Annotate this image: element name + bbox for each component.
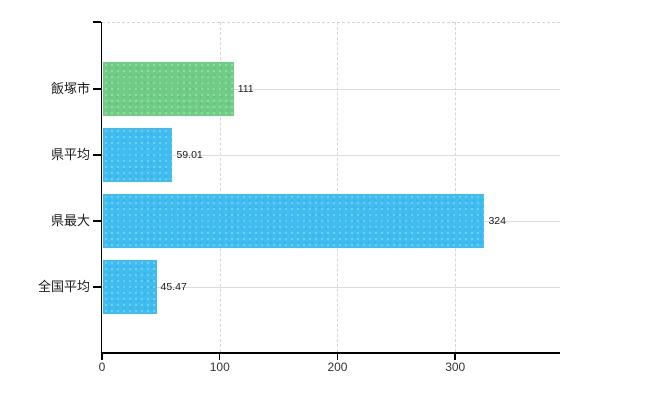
x-axis-tick [336, 353, 339, 360]
gridline-horizontal [102, 287, 560, 288]
y-axis-tick [92, 88, 101, 90]
category-label: 県平均 [50, 147, 90, 162]
bar-value-label: 111 [237, 82, 254, 95]
gridline-horizontal [102, 89, 560, 90]
category-bar [103, 260, 157, 314]
y-axis-tick [92, 154, 101, 156]
plot-area: 111 59.01 324 45.47 [102, 22, 560, 352]
category-bar [103, 128, 173, 182]
x-axis-tick-label: 0 [98, 359, 106, 374]
x-axis-tick-label: 100 [209, 359, 230, 374]
bar-value-label: 59.01 [176, 148, 203, 161]
category-label: 全国平均 [37, 279, 90, 294]
y-axis-tick [92, 286, 101, 288]
y-axis-tick [92, 220, 101, 222]
y-axis-line [100, 22, 102, 354]
x-axis-tick [218, 353, 221, 360]
bar-value-label: 45.47 [160, 280, 187, 293]
gridline-horizontal [102, 155, 560, 156]
x-axis-tick [101, 353, 103, 360]
category-label: 飯塚市 [50, 81, 90, 96]
x-axis-tick-label: 300 [445, 359, 466, 374]
category-bar [103, 62, 234, 116]
gridline-vertical [455, 22, 457, 352]
gridline-vertical [219, 22, 221, 352]
x-axis-tick-label: 200 [327, 359, 348, 374]
x-axis-line [100, 352, 560, 354]
plot-top-border [102, 22, 560, 23]
y-axis-end-tick [92, 21, 101, 23]
category-label: 県最大 [50, 213, 90, 228]
gridline-vertical [337, 22, 339, 352]
x-axis-tick [454, 353, 456, 360]
category-bar [103, 194, 485, 248]
bar-value-label: 324 [488, 214, 506, 227]
